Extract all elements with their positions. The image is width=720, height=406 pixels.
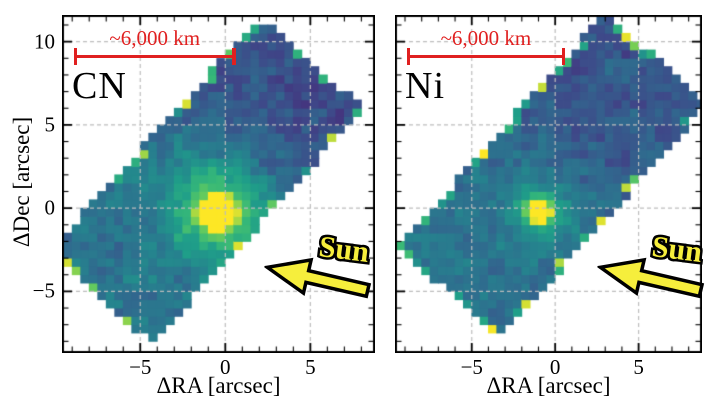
ni-heatmap-canvas xyxy=(395,15,702,353)
species-label-cn: CN xyxy=(72,65,127,107)
scale-bar-text: ~6,000 km xyxy=(109,25,201,50)
scale-bar-text: ~6,000 km xyxy=(440,25,532,50)
x-tick-label: −5 xyxy=(129,355,152,379)
y-tick-label: −5 xyxy=(32,278,55,303)
panel-cn: CN ~6,000 km Sun ΔRA [arcsec] −5 0 5 −5 0 5 10 xyxy=(33,15,375,398)
cn-heatmap-canvas xyxy=(62,15,375,353)
scale-bar-line xyxy=(408,55,564,59)
panel-ni: Ni ~6,000 km Sun ΔRA [arcsec] −5 0 5 xyxy=(395,15,706,398)
scale-bar-line xyxy=(75,55,234,59)
x-tick-label: 5 xyxy=(305,355,316,379)
scale-bar-left-cap xyxy=(406,48,411,66)
sun-arrow-icon xyxy=(262,257,372,299)
y-tick-label: 10 xyxy=(34,29,55,54)
y-axis-label: ΔDec [arcsec] xyxy=(9,116,34,248)
species-label-ni: Ni xyxy=(405,65,445,107)
x-axis-label: ΔRA [arcsec] xyxy=(156,373,281,398)
x-axis-label: ΔRA [arcsec] xyxy=(486,373,611,398)
x-tick-label: −5 xyxy=(460,355,483,379)
x-tick-label: 5 xyxy=(633,355,644,379)
scale-bar-right-cap xyxy=(232,48,236,66)
sun-arrow-icon xyxy=(595,257,705,299)
y-tick-label: 5 xyxy=(44,112,56,137)
y-tick-label: 0 xyxy=(44,195,56,220)
x-tick-label: 0 xyxy=(220,355,231,379)
x-tick-label: 0 xyxy=(549,355,561,379)
scale-bar-left-cap xyxy=(73,48,78,66)
scale-bar-right-cap xyxy=(561,48,566,66)
